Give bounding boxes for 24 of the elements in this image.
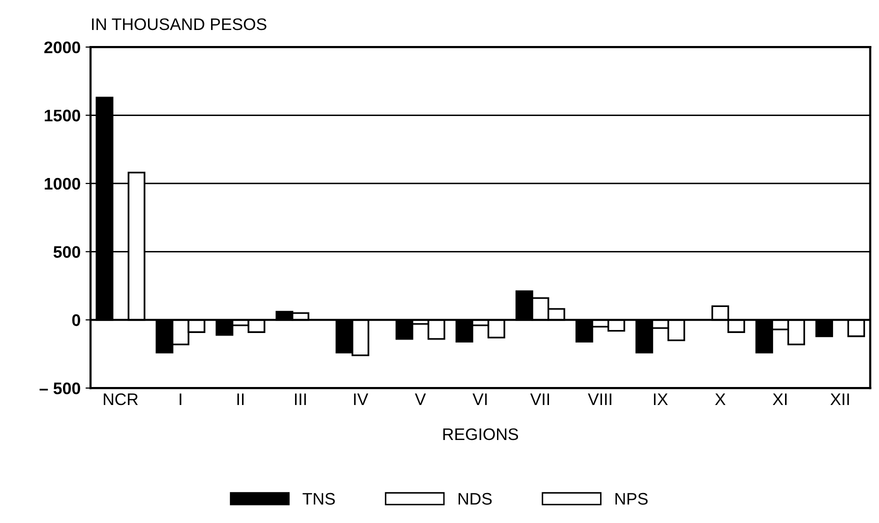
x-tick-label: VI	[472, 394, 487, 406]
x-tick-label: I	[180, 394, 182, 406]
x-tick-label: III	[295, 394, 306, 406]
x-tick-label: IX	[654, 394, 668, 406]
y-tick-label: – 500	[40, 382, 80, 394]
y-tick-label: 1500	[44, 110, 80, 122]
legend-label: TNS	[302, 492, 335, 505]
x-tick-label: VII	[530, 394, 549, 406]
y-tick-label: 1000	[44, 178, 80, 190]
legend-label: NDS	[458, 492, 492, 505]
y-tick-label: 0	[72, 314, 80, 326]
x-tick-label: XI	[772, 394, 787, 406]
x-tick-label: VIII	[588, 394, 612, 406]
x-tick-label: X	[715, 394, 726, 406]
x-axis-title: REGIONS	[443, 428, 518, 440]
y-tick-label: 2000	[44, 41, 80, 54]
x-tick-label: XII	[830, 394, 849, 406]
y-tick-label: 500	[54, 246, 80, 258]
x-tick-label: IV	[354, 394, 368, 406]
x-tick-label: II	[237, 394, 244, 406]
legend-label: NPS	[615, 492, 648, 505]
y-axis-title: IN THOUSAND PESOS	[92, 18, 266, 30]
x-tick-label: V	[414, 394, 426, 406]
x-tick-label: NCR	[104, 393, 138, 406]
